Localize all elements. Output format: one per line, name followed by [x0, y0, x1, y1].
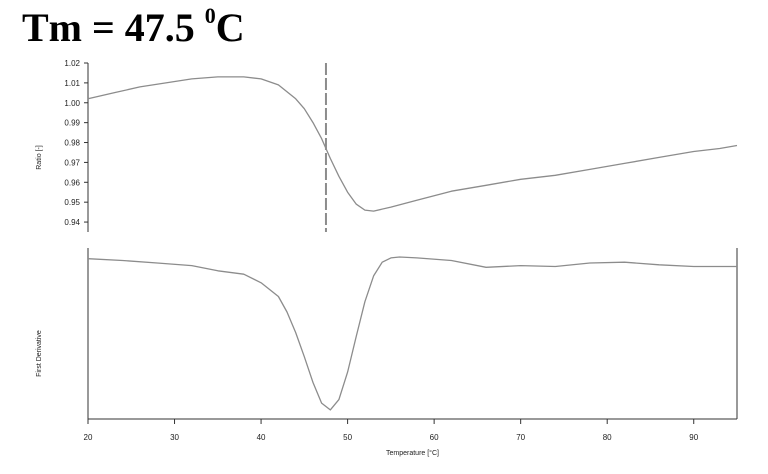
- top-y-axis-title: Ratio [-]: [36, 145, 43, 170]
- x-tick-label: 80: [603, 433, 612, 442]
- top-y-tick-label: 0.97: [64, 158, 80, 167]
- x-tick-label: 30: [170, 433, 179, 442]
- x-tick-label: 40: [257, 433, 266, 442]
- top-y-tick-label: 0.99: [64, 119, 80, 128]
- headline-prefix: Tm = 47.5: [22, 5, 205, 50]
- headline-suffix: C: [215, 5, 245, 50]
- top-y-tick-label: 0.96: [64, 178, 80, 187]
- ratio-series-line: [87, 76, 738, 212]
- bottom-panel: 20 30 40 50 60 70 80 90 Temperature [°C] First De…: [36, 248, 738, 457]
- chart-headline: Tm = 47.5 0C: [22, 3, 245, 50]
- x-axis-title: Temperature [°C]: [386, 449, 439, 457]
- x-tick-label: 50: [343, 433, 352, 442]
- top-y-tick-label: 0.94: [64, 218, 80, 227]
- x-tick-label: 60: [430, 433, 439, 442]
- top-y-tick-label: 1.01: [64, 79, 80, 88]
- derivative-series-line: [87, 256, 737, 411]
- top-y-tick-label: 0.95: [64, 198, 80, 207]
- x-tick-label: 90: [689, 433, 698, 442]
- bottom-y-axis-title: First Derivative: [36, 330, 43, 377]
- top-y-tick-label: 1.02: [64, 59, 80, 68]
- x-tick-label: 20: [84, 433, 93, 442]
- top-y-tick-label: 0.98: [64, 139, 80, 148]
- x-tick-label: 70: [516, 433, 525, 442]
- top-panel: 0.94 0.95 0.96 0.97 0.98 0.99 1.00 1.01 1.02 Rati…: [36, 59, 738, 232]
- headline-superscript: 0: [204, 3, 216, 29]
- top-y-tick-label: 1.00: [64, 99, 80, 108]
